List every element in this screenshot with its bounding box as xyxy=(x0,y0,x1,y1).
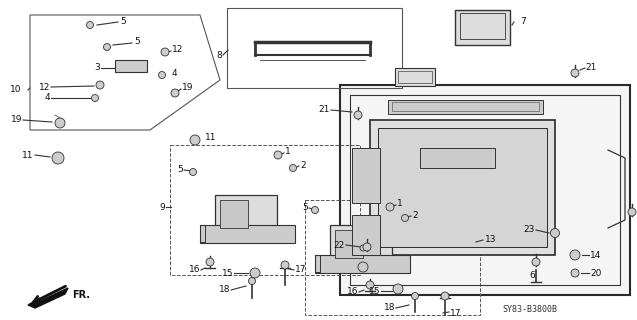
Bar xyxy=(330,225,392,263)
Text: 14: 14 xyxy=(590,251,601,260)
Circle shape xyxy=(354,111,362,119)
Bar xyxy=(388,100,543,114)
Circle shape xyxy=(386,203,394,211)
Circle shape xyxy=(441,292,449,300)
Bar xyxy=(215,195,277,233)
Text: 18: 18 xyxy=(218,285,230,294)
Polygon shape xyxy=(340,85,630,295)
Circle shape xyxy=(87,21,94,28)
Bar xyxy=(395,68,435,86)
Bar xyxy=(392,102,539,111)
Text: 15: 15 xyxy=(368,286,380,295)
Circle shape xyxy=(52,152,64,164)
Text: 16: 16 xyxy=(347,287,358,297)
Circle shape xyxy=(311,206,318,213)
Circle shape xyxy=(628,208,636,216)
Text: 8: 8 xyxy=(216,51,222,60)
Circle shape xyxy=(55,118,65,128)
Bar xyxy=(115,60,147,72)
Text: 16: 16 xyxy=(189,266,200,275)
Text: 11: 11 xyxy=(205,133,217,142)
Circle shape xyxy=(161,48,169,56)
Text: 1: 1 xyxy=(397,199,403,209)
Circle shape xyxy=(532,258,540,266)
Text: 19: 19 xyxy=(10,116,22,124)
Text: 13: 13 xyxy=(485,236,496,244)
Circle shape xyxy=(281,261,289,269)
Circle shape xyxy=(190,135,200,145)
Bar xyxy=(305,200,480,315)
Text: SY83-B3800B: SY83-B3800B xyxy=(503,306,557,315)
Text: 9: 9 xyxy=(159,203,165,212)
Text: 3: 3 xyxy=(94,63,100,73)
Text: 20: 20 xyxy=(590,268,601,277)
Bar xyxy=(335,230,363,258)
Text: 21: 21 xyxy=(585,63,596,73)
Polygon shape xyxy=(28,288,68,308)
Text: 1: 1 xyxy=(285,148,290,156)
Text: 4: 4 xyxy=(45,93,50,102)
Text: 6: 6 xyxy=(529,270,535,279)
Bar xyxy=(398,71,432,83)
Text: 5: 5 xyxy=(177,165,183,174)
Text: 22: 22 xyxy=(334,241,345,250)
Text: 15: 15 xyxy=(222,268,233,277)
Circle shape xyxy=(274,151,282,159)
Circle shape xyxy=(189,169,196,175)
Text: 10: 10 xyxy=(10,85,22,94)
Circle shape xyxy=(360,245,366,251)
Text: 5: 5 xyxy=(120,18,125,27)
Bar xyxy=(220,200,248,228)
Circle shape xyxy=(366,281,374,289)
Text: 11: 11 xyxy=(22,150,34,159)
Text: 2: 2 xyxy=(300,161,306,170)
Text: 21: 21 xyxy=(318,106,330,115)
Bar xyxy=(227,8,402,88)
Text: 5: 5 xyxy=(302,204,308,212)
Text: 18: 18 xyxy=(383,303,395,313)
Circle shape xyxy=(571,269,579,277)
Text: 23: 23 xyxy=(524,226,535,235)
Bar xyxy=(370,120,555,255)
Circle shape xyxy=(171,89,179,97)
Text: 17: 17 xyxy=(450,308,461,317)
Circle shape xyxy=(92,94,99,101)
Bar xyxy=(455,10,510,45)
Circle shape xyxy=(206,258,214,266)
Bar xyxy=(378,128,547,247)
Text: FR.: FR. xyxy=(72,290,90,300)
Circle shape xyxy=(571,69,579,77)
Bar xyxy=(420,148,495,168)
Bar xyxy=(352,215,380,255)
Circle shape xyxy=(412,292,419,300)
Circle shape xyxy=(550,228,559,237)
Circle shape xyxy=(570,250,580,260)
Circle shape xyxy=(103,44,110,51)
Circle shape xyxy=(289,164,296,172)
Text: 12: 12 xyxy=(172,45,183,54)
Text: 4: 4 xyxy=(172,68,178,77)
Text: 19: 19 xyxy=(182,84,194,92)
Circle shape xyxy=(358,262,368,272)
Text: 7: 7 xyxy=(520,18,526,27)
Bar xyxy=(200,225,295,243)
Circle shape xyxy=(96,81,104,89)
Circle shape xyxy=(363,243,371,251)
Text: 2: 2 xyxy=(412,211,418,220)
Circle shape xyxy=(250,268,260,278)
Bar xyxy=(460,13,505,39)
Circle shape xyxy=(159,71,166,78)
Text: 12: 12 xyxy=(39,83,50,92)
Text: 5: 5 xyxy=(134,37,140,46)
Bar xyxy=(352,148,380,203)
Circle shape xyxy=(401,214,408,221)
Bar xyxy=(315,255,410,273)
Text: 17: 17 xyxy=(295,266,306,275)
Bar xyxy=(170,145,360,275)
Circle shape xyxy=(393,284,403,294)
Circle shape xyxy=(248,277,255,284)
